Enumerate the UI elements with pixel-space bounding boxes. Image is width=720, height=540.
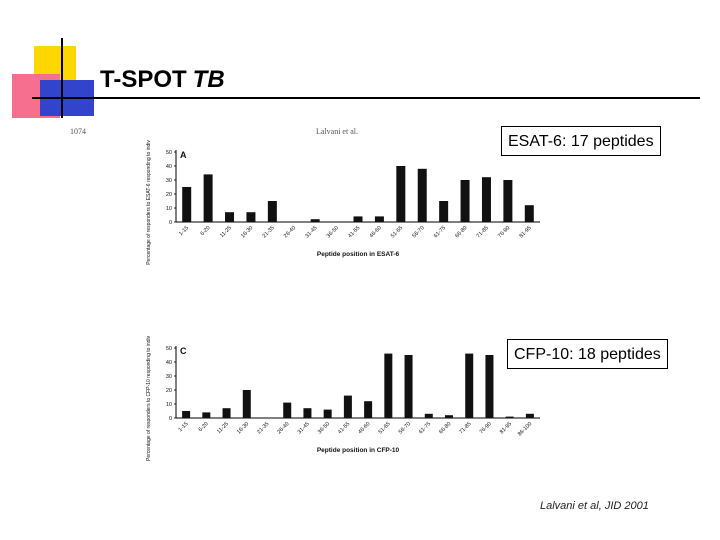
esat6-x-tick-label: 6-20 <box>200 225 212 237</box>
scan-page-number: 1074 <box>70 127 86 136</box>
esat6-x-tick-label: 61-75 <box>433 225 447 239</box>
esat6-bar-56-70 <box>417 168 427 222</box>
slide-title-text: T-SPOT <box>100 66 187 93</box>
esat6-bar-16-30 <box>246 212 256 222</box>
esat6-bar-41-55 <box>353 216 363 222</box>
cfp10-bar-61-75 <box>424 413 433 418</box>
cfp10-x-tick-label: 86-100 <box>517 421 533 437</box>
esat6-x-axis-label: Peptide position in ESAT-6 <box>317 251 400 258</box>
esat6-x-tick-label: 36-50 <box>326 225 340 239</box>
esat6-y-tick-label: 0 <box>169 220 172 226</box>
cfp10-x-tick-label: 66-80 <box>438 421 452 435</box>
esat6-x-tick-label: 71-85 <box>476 225 490 239</box>
esat6-bar-76-90 <box>503 180 513 222</box>
esat6-bar-81-95 <box>524 205 534 222</box>
esat6-x-tick-label: 46-60 <box>369 225 383 239</box>
esat6-x-tick-label: 56-70 <box>411 225 425 239</box>
esat6-y-tick-label: 50 <box>166 150 172 156</box>
cfp10-x-tick-label: 51-65 <box>378 421 392 435</box>
cfp10-bar-41-55 <box>343 395 352 418</box>
citation: Lalvani et al, JID 2001 <box>540 500 649 512</box>
esat6-bar-71-85 <box>481 177 491 222</box>
cfp10-x-tick-label: 36-50 <box>317 421 331 435</box>
esat6-x-tick-label: 41-55 <box>347 225 361 239</box>
cfp10-y-axis-label: Percentage of responders to CFP-10 respo… <box>146 336 152 461</box>
cfp10-x-tick-label: 76-90 <box>479 421 493 435</box>
esat6-x-tick-label: 11-25 <box>219 225 233 239</box>
esat6-bar-66-80 <box>460 180 470 222</box>
esat6-y-tick-label: 30 <box>166 178 172 184</box>
esat6-panel-label: A <box>180 150 187 160</box>
cfp10-bar-11-25 <box>222 408 231 418</box>
cfp10-bar-66-80 <box>445 415 453 418</box>
scan-running-header: Lalvani et al. <box>316 127 358 136</box>
cfp10-y-tick-label: 50 <box>166 346 172 352</box>
esat6-x-tick-label: 16-30 <box>240 225 254 239</box>
esat6-bar-31-45 <box>310 219 320 222</box>
cfp10-x-tick-label: 61-75 <box>418 421 432 435</box>
cfp10-bar-36-50 <box>323 409 332 418</box>
esat6-x-tick-label: 31-45 <box>304 225 318 239</box>
esat6-x-tick-label: 51-65 <box>390 225 404 239</box>
esat6-x-tick-label: 21-35 <box>262 225 276 239</box>
cfp10-x-tick-label: 41-55 <box>337 421 351 435</box>
cfp10-bar-chart: Percentage of responders to CFP-10 respo… <box>146 336 540 461</box>
cfp10-bar-71-85 <box>465 353 474 418</box>
cfp10-y-tick-label: 10 <box>166 402 172 408</box>
cfp10-y-tick-label: 0 <box>169 416 172 422</box>
esat6-bar-46-60 <box>374 216 384 222</box>
cfp10-callout: CFP-10: 18 peptides <box>507 339 668 369</box>
esat6-x-tick-label: 26-40 <box>283 225 297 239</box>
esat6-x-tick-label: 66-80 <box>454 225 468 239</box>
cfp10-x-tick-label: 81-95 <box>499 421 513 435</box>
cfp10-x-tick-label: 31-45 <box>297 421 311 435</box>
esat6-y-axis-label: Percentage of responders to ESAT-6 respo… <box>146 140 152 265</box>
cfp10-panel-label: C <box>180 346 187 356</box>
cfp10-bar-56-70 <box>404 355 413 418</box>
cfp10-bar-76-90 <box>485 355 494 418</box>
esat6-x-tick-label: 76-90 <box>497 225 511 239</box>
cfp10-x-tick-label: 16-30 <box>236 421 250 435</box>
cfp10-x-tick-label: 71-85 <box>458 421 472 435</box>
esat6-bar-21-35 <box>267 201 277 222</box>
esat6-x-tick-label: 81-95 <box>519 225 533 239</box>
cfp10-bar-26-40 <box>283 402 292 418</box>
esat6-y-tick-label: 40 <box>166 164 172 170</box>
esat6-callout: ESAT-6: 17 peptides <box>501 126 661 156</box>
cfp10-bar-51-65 <box>384 353 393 418</box>
cfp10-bar-6-20 <box>202 412 211 418</box>
cfp10-x-tick-label: 26-40 <box>276 421 290 435</box>
esat6-x-tick-label: 1-15 <box>178 225 190 237</box>
cfp10-bar-1-15 <box>182 411 191 418</box>
cfp10-y-tick-label: 20 <box>166 388 172 394</box>
cfp10-bar-46-60 <box>364 401 373 418</box>
cfp10-bar-16-30 <box>242 390 251 418</box>
slide-title: T-SPOT TB <box>100 66 225 94</box>
cfp10-x-tick-label: 1-15 <box>177 421 189 433</box>
cfp10-x-tick-label: 6-20 <box>198 421 210 433</box>
cfp10-x-tick-label: 11-25 <box>216 421 230 435</box>
esat6-bar-61-75 <box>439 201 449 222</box>
esat6-y-tick-label: 20 <box>166 192 172 198</box>
esat6-bar-11-25 <box>225 212 235 222</box>
esat6-bar-6-20 <box>203 174 213 222</box>
cfp10-bar-31-45 <box>303 408 312 418</box>
esat6-bar-51-65 <box>396 166 406 222</box>
cfp10-y-tick-label: 30 <box>166 374 172 380</box>
slide-title-italic: TB <box>192 66 225 93</box>
cfp10-x-tick-label: 56-70 <box>398 421 412 435</box>
cfp10-y-tick-label: 40 <box>166 360 172 366</box>
esat6-y-tick-label: 10 <box>166 206 172 212</box>
esat6-bar-chart: Percentage of responders to ESAT-6 respo… <box>146 140 540 265</box>
cfp10-x-tick-label: 46-60 <box>357 421 371 435</box>
cfp10-bar-81-95 <box>505 416 514 418</box>
esat6-bar-1-15 <box>182 187 192 222</box>
cfp10-x-axis-label: Peptide position in CFP-10 <box>317 447 400 454</box>
cfp10-x-tick-label: 21-35 <box>256 421 270 435</box>
cfp10-bar-86-100 <box>525 413 534 418</box>
